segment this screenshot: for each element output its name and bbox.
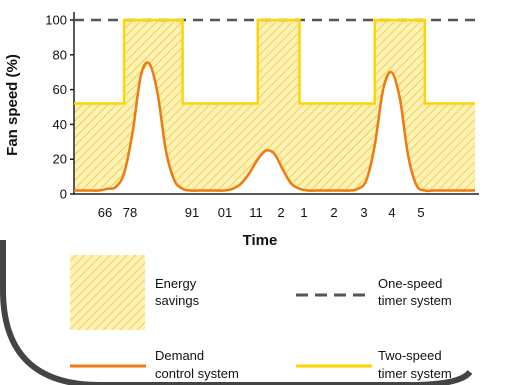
legend-label-two-speed-line1: Two-speed [378, 348, 442, 363]
legend-label-one-speed-line2: timer system [378, 293, 452, 308]
x-tick-label: 66 [98, 205, 112, 220]
y-tick-label: 40 [53, 117, 67, 132]
series-layer [74, 18, 475, 193]
legend-label-demand-line1: Demand [155, 348, 204, 363]
energy-savings-area [74, 20, 475, 191]
x-tick-label: 91 [185, 205, 199, 220]
x-tick-label: 01 [218, 205, 232, 220]
decorative-frame [0, 240, 473, 385]
legend: Energy savings One-speed timer system De… [70, 255, 452, 381]
y-tick-label: 0 [60, 187, 67, 202]
x-tick-label: 2 [330, 205, 337, 220]
x-tick-label: 1 [300, 205, 307, 220]
x-axis-title: Time [243, 232, 278, 249]
x-tick-label: 11 [249, 205, 263, 220]
x-tick-label: 2 [277, 205, 284, 220]
y-tick-label: 80 [53, 47, 67, 62]
legend-label-demand-line2: control system [155, 366, 239, 381]
legend-item-energy-savings: Energy savings [70, 255, 200, 330]
y-tick-label: 20 [53, 152, 67, 167]
y-tick-label: 60 [53, 82, 67, 97]
x-tick-label: 4 [388, 205, 395, 220]
series-line-demand-control [74, 61, 475, 193]
plot-area [74, 20, 475, 191]
y-tick-label: 100 [45, 13, 67, 28]
x-tick-label: 78 [123, 205, 137, 220]
legend-swatch-energy-savings [70, 255, 145, 330]
legend-label-two-speed-line2: timer system [378, 366, 452, 381]
legend-item-two-speed: Two-speed timer system [296, 348, 452, 381]
legend-item-demand-control: Demand control system [70, 348, 239, 381]
legend-label-energy-savings-line1: Energy [155, 276, 197, 291]
legend-label-energy-savings-line2: savings [155, 293, 200, 308]
x-tick-label: 3 [360, 205, 367, 220]
x-tick-label: 5 [417, 205, 424, 220]
legend-label-one-speed-line1: One-speed [378, 276, 442, 291]
series-line-two-speed [74, 18, 475, 105]
legend-item-one-speed: One-speed timer system [296, 276, 452, 308]
y-axis-title: Fan speed (%) [4, 54, 21, 156]
